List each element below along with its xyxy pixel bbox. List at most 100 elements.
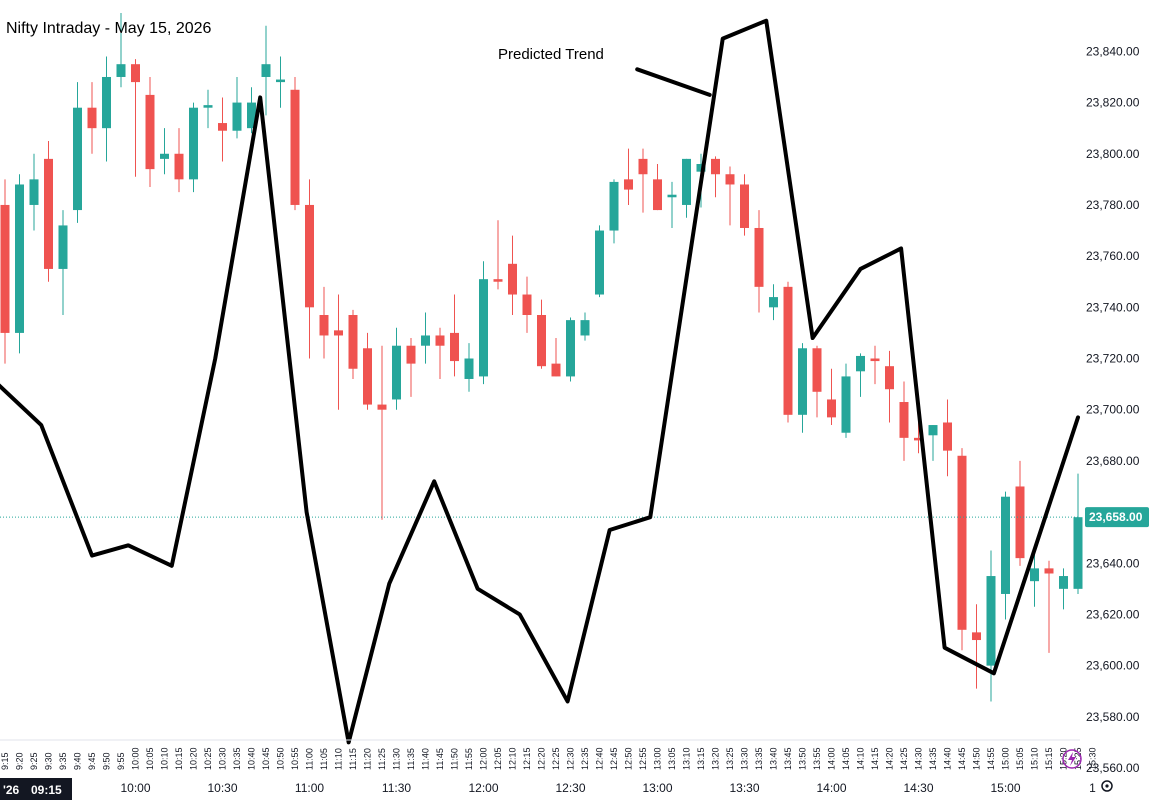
candle-43 xyxy=(624,148,633,205)
x-tick-small-label: 12:20 xyxy=(537,747,547,770)
x-tick-label: 11:30 xyxy=(382,781,411,795)
candle-body xyxy=(218,123,227,131)
candle-body xyxy=(551,363,561,377)
x-tick-small-label: 11:05 xyxy=(319,748,329,770)
x-tick-small-label: 10:05 xyxy=(145,747,155,770)
y-tick-label: 23,840.00 xyxy=(1086,44,1140,58)
candle-body xyxy=(580,320,590,336)
candle-1 xyxy=(15,174,24,354)
x-tick-small-label: 10:10 xyxy=(160,747,170,770)
candle-body xyxy=(957,455,967,630)
x-tick-small-label: 9:20 xyxy=(15,752,25,770)
x-tick-small-label: 10:15 xyxy=(174,747,184,770)
x-tick-small-label: 13:30 xyxy=(740,747,750,770)
candle-53 xyxy=(769,284,778,321)
candle-38 xyxy=(551,338,561,377)
x-tick-small-label: 9:45 xyxy=(87,752,97,770)
x-tick-small-label: 12:50 xyxy=(624,747,634,770)
candle-body xyxy=(1015,486,1025,559)
candle-3 xyxy=(44,140,53,282)
candle-body xyxy=(1044,568,1054,574)
x-tick-small-label: 13:05 xyxy=(667,747,677,770)
candle-64 xyxy=(928,425,938,461)
candle-49 xyxy=(711,156,720,198)
x-tick-small-label: 14:20 xyxy=(885,747,895,770)
x-tick-small-label: 10:55 xyxy=(290,747,300,770)
candle-body xyxy=(392,345,401,400)
candle-23 xyxy=(334,294,343,410)
x-tick-small-label: 12:10 xyxy=(508,747,518,770)
candle-body xyxy=(247,102,256,129)
x-tick-label: 13:30 xyxy=(729,781,759,795)
candle-65 xyxy=(943,399,952,477)
x-tick-small-label: 13:10 xyxy=(682,747,692,770)
candle-body xyxy=(1001,496,1010,594)
x-tick-small-label: 14:00 xyxy=(827,747,837,770)
candle-body xyxy=(290,89,300,205)
candle-12 xyxy=(174,128,184,193)
x-tick-small-label: 14:55 xyxy=(986,747,996,770)
candle-73 xyxy=(1059,568,1068,610)
candle-body xyxy=(812,348,822,392)
settings-gear-icon[interactable] xyxy=(1101,780,1113,792)
candle-35 xyxy=(508,235,517,315)
candle-body xyxy=(479,279,488,377)
candle-21 xyxy=(305,179,314,359)
candle-52 xyxy=(754,210,764,313)
candle-body xyxy=(1073,517,1083,589)
x-tick-label: 10:00 xyxy=(120,781,150,795)
candles-layer xyxy=(0,13,1083,702)
candle-body xyxy=(725,174,735,185)
y-tick-label: 23,620.00 xyxy=(1086,607,1140,621)
replay-icon-ring xyxy=(1062,749,1082,769)
x-tick-small-label: 13:40 xyxy=(769,747,779,770)
candle-42 xyxy=(609,179,619,244)
candle-70 xyxy=(1015,460,1025,566)
candle-9 xyxy=(131,59,140,177)
candle-body xyxy=(15,184,24,333)
x-tick-small-label: 13:15 xyxy=(696,747,706,770)
candle-33 xyxy=(479,261,488,385)
candle-body xyxy=(537,315,546,367)
x-tick-small-label: 10:45 xyxy=(261,747,271,770)
candle-body xyxy=(58,225,68,269)
x-tick-label: 13:00 xyxy=(642,781,672,795)
x-tick-small-label: 13:45 xyxy=(783,747,793,770)
candle-body xyxy=(203,105,213,108)
x-tick-small-label: 13:50 xyxy=(798,747,808,770)
candle-39 xyxy=(566,317,575,382)
x-tick-small-label: 13:20 xyxy=(711,747,721,770)
candle-body xyxy=(682,158,691,205)
candle-body xyxy=(435,335,445,346)
y-tick-label: 23,580.00 xyxy=(1086,710,1140,724)
x-tick-small-label: 11:15 xyxy=(348,748,358,770)
candle-body xyxy=(29,179,39,205)
candle-11 xyxy=(160,128,169,175)
candle-body xyxy=(609,181,619,231)
candle-30 xyxy=(435,327,445,379)
candle-body xyxy=(972,632,981,641)
candle-body xyxy=(421,335,430,346)
y-tick-label: 23,560.00 xyxy=(1086,761,1140,775)
candle-body xyxy=(522,294,532,315)
candle-body xyxy=(653,179,662,211)
y-tick-label: 23,740.00 xyxy=(1086,300,1140,314)
candle-body xyxy=(377,404,387,410)
x-tick-small-label: 11:40 xyxy=(421,748,431,770)
candle-body xyxy=(464,358,474,379)
predicted-trend-annotation: Predicted Trend xyxy=(498,46,604,63)
x-tick-small-label: 14:45 xyxy=(957,747,967,770)
candle-59 xyxy=(856,353,865,397)
x-tick-small-label: 9:30 xyxy=(44,752,54,770)
x-tick-small-label: 11:00 xyxy=(305,748,315,770)
x-tick-small-label: 9:15 xyxy=(0,752,10,770)
candle-body xyxy=(145,94,155,170)
x-tick-small-label: 11:35 xyxy=(406,748,416,770)
candle-71 xyxy=(1030,547,1039,607)
candle-body xyxy=(450,332,459,362)
replay-icon[interactable] xyxy=(1062,749,1082,769)
x-tick-small-label: 9:55 xyxy=(116,752,126,770)
x-tick-small-label: 14:30 xyxy=(914,747,924,770)
candle-body xyxy=(102,76,111,129)
predicted-trend-line xyxy=(0,18,1080,745)
